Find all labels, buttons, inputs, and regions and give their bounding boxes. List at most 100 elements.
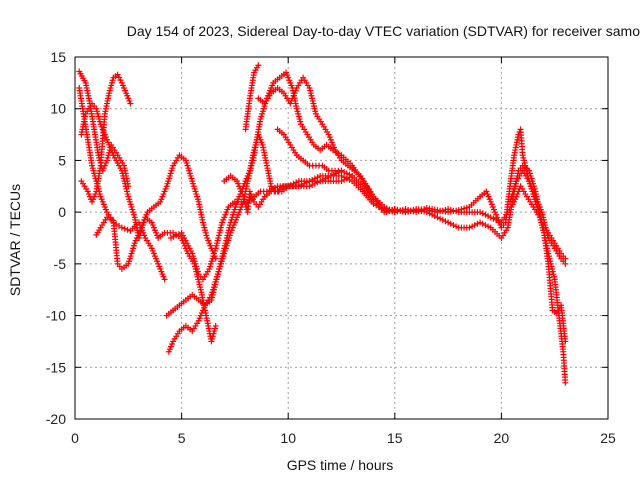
data-point: [399, 208, 406, 215]
data-point: [121, 225, 128, 232]
data-point: [453, 208, 460, 215]
y-tick-label: 10: [50, 101, 66, 117]
x-tick-label: 5: [178, 430, 186, 446]
data-point: [116, 74, 123, 81]
data-point: [212, 322, 219, 329]
series-track-12: [274, 126, 345, 174]
data-point: [482, 222, 489, 229]
y-tick-label: -10: [46, 308, 66, 324]
y-tick-label: 15: [50, 49, 66, 65]
series-track-11: [255, 74, 398, 216]
data-point: [391, 206, 398, 213]
data-point: [562, 338, 569, 345]
axis-ticks: 0 5 10 15 20 25 -20 -15 -10 -5 0 5 10 15: [46, 49, 616, 446]
data-point: [341, 176, 348, 183]
data-point: [487, 214, 494, 221]
data-point: [474, 220, 481, 227]
data-point: [117, 77, 124, 84]
data-point: [311, 175, 318, 182]
data-point: [306, 183, 313, 190]
data-point: [477, 219, 484, 226]
data-point: [127, 100, 134, 107]
data-point: [255, 62, 262, 69]
series-track-3: [78, 100, 219, 345]
data-point: [493, 216, 500, 223]
data-point: [314, 174, 321, 181]
data-point: [495, 218, 502, 225]
data-point: [170, 233, 177, 240]
data-point: [450, 222, 457, 229]
data-point: [437, 215, 444, 222]
data-point: [410, 206, 417, 213]
data-point: [394, 206, 401, 213]
data-point: [402, 209, 409, 216]
data-point: [309, 176, 316, 183]
series-track-4: [78, 71, 134, 205]
y-tick-label: -20: [46, 411, 66, 427]
data-point: [562, 260, 569, 267]
data-point: [434, 214, 441, 221]
series-track-16: [506, 167, 569, 262]
data-point: [445, 206, 452, 213]
x-axis-label: GPS time / hours: [287, 457, 394, 473]
data-point: [437, 208, 444, 215]
data-point: [439, 207, 446, 214]
data-point: [338, 167, 345, 174]
x-tick-label: 10: [280, 430, 296, 446]
data-point: [343, 170, 350, 177]
data-point: [407, 207, 414, 214]
data-point: [306, 178, 313, 185]
data-point: [485, 213, 492, 220]
data-point: [445, 219, 452, 226]
data-point: [314, 179, 321, 186]
data-point: [103, 214, 110, 221]
data-point: [309, 181, 316, 188]
x-tick-label: 25: [600, 430, 616, 446]
data-point: [442, 218, 449, 225]
data-point: [343, 175, 350, 182]
data-point: [471, 222, 478, 229]
y-tick-label: 0: [58, 204, 66, 220]
data-point: [346, 174, 353, 181]
data-point: [173, 232, 180, 239]
data-point: [479, 220, 486, 227]
data-point: [405, 208, 412, 215]
series-track-13: [381, 162, 569, 386]
y-tick-label: 5: [58, 152, 66, 168]
data-point: [469, 223, 476, 230]
x-tick-label: 15: [387, 430, 403, 446]
data-point: [118, 224, 125, 231]
series-track-5: [93, 152, 219, 273]
data-point: [124, 226, 131, 233]
data-point: [453, 223, 460, 230]
chart-title: Day 154 of 2023, Sidereal Day-to-day VTE…: [127, 23, 640, 39]
data-point: [466, 224, 473, 231]
data-point: [562, 255, 569, 262]
series-track-14: [381, 126, 569, 267]
data-point: [439, 216, 446, 223]
y-axis-label: SDTVAR / TECUs: [7, 184, 23, 296]
data-point: [477, 209, 484, 216]
series-track-10: [242, 62, 262, 133]
plot-frame: [74, 56, 609, 420]
y-tick-label: -15: [46, 359, 66, 375]
data-point: [447, 206, 454, 213]
data-point: [161, 276, 168, 283]
grid: [75, 57, 608, 419]
data-point: [397, 207, 404, 214]
data-point: [479, 210, 486, 217]
data-point: [482, 211, 489, 218]
data-point: [338, 178, 345, 185]
data-point: [434, 209, 441, 216]
data-point: [107, 215, 114, 222]
series-track-15: [391, 183, 569, 345]
y-tick-label: -5: [54, 256, 67, 272]
data-point: [442, 206, 449, 213]
data-point: [175, 231, 182, 238]
data-point: [338, 172, 345, 179]
x-tick-label: 20: [494, 430, 510, 446]
series-track-9: [221, 172, 356, 216]
x-tick-label: 0: [71, 430, 79, 446]
data-point: [293, 179, 300, 186]
data-point: [485, 223, 492, 230]
